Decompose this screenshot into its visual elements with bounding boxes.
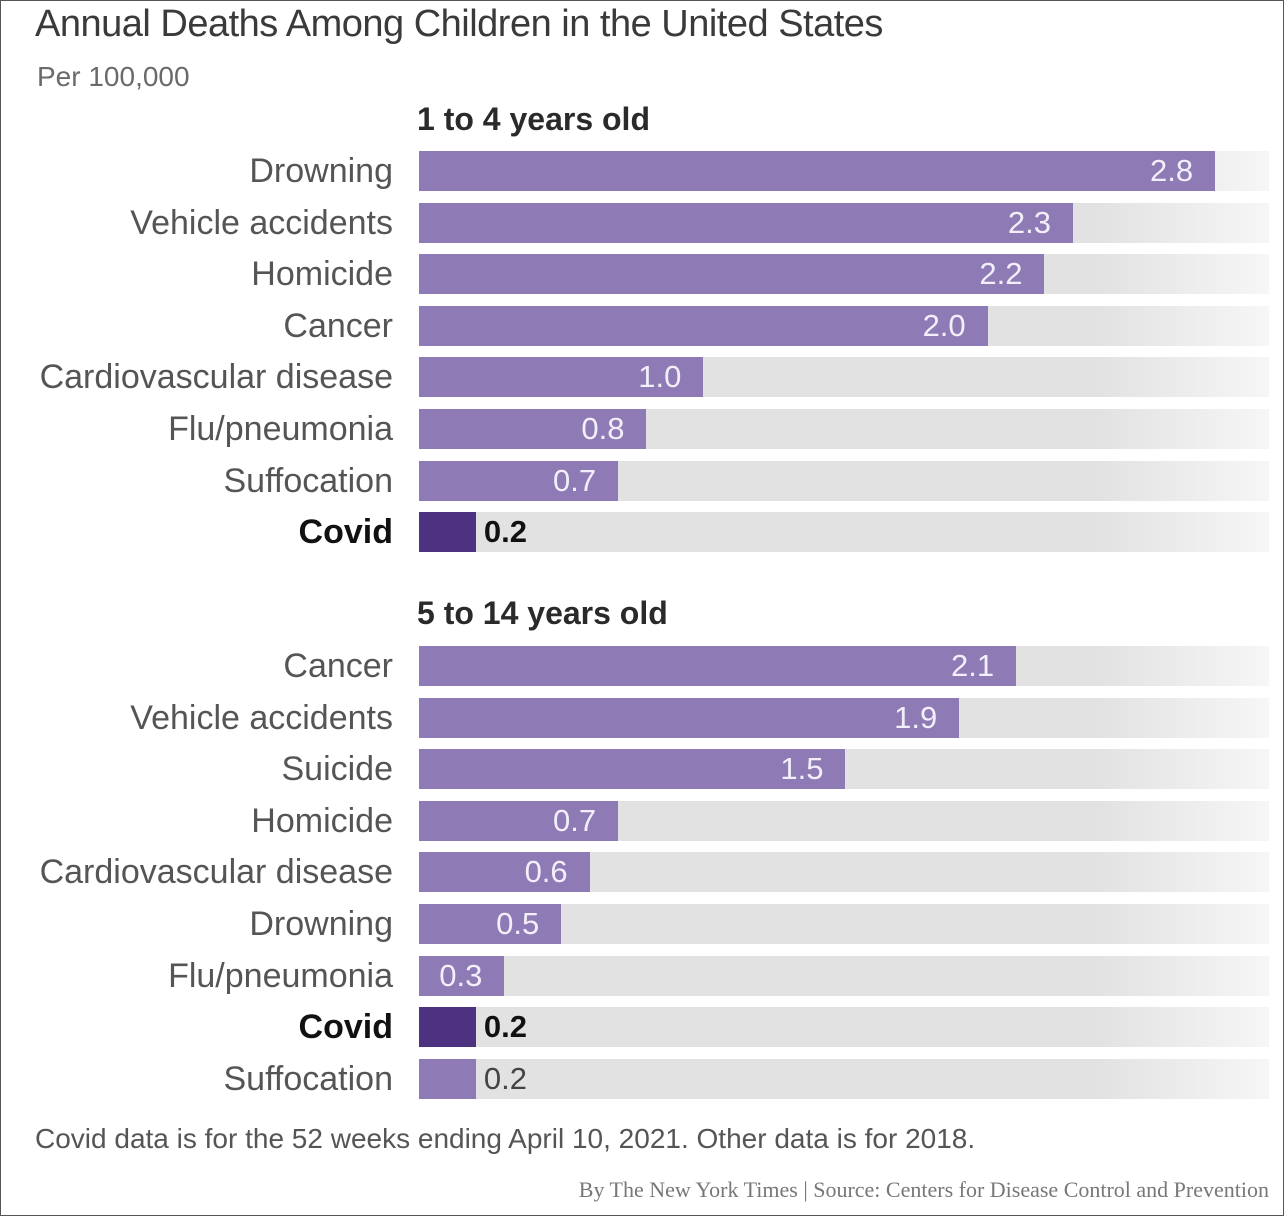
bar-row-cancer: Cancer 2.1 (1, 646, 1284, 686)
bar-row-covid: Covid 0.2 (1, 1007, 1284, 1048)
panel-title-1-to-4: 1 to 4 years old (417, 101, 650, 137)
bar-track: 0.5 (419, 904, 1269, 944)
bar-track: 1.5 (419, 749, 1269, 790)
category-label: Suffocation (223, 1059, 393, 1098)
bar-row-homicide: Homicide 0.7 (1, 800, 1284, 841)
bar-track: 0.6 (419, 852, 1269, 893)
bar-row-suffocation: Suffocation 0.7 (1, 460, 1284, 501)
bar-row-suffocation: Suffocation 0.2 (1, 1058, 1284, 1099)
bar (419, 852, 590, 893)
value-label: 0.6 (524, 854, 568, 890)
value-label: 2.8 (1150, 153, 1194, 188)
bar-track: 2.2 (419, 254, 1269, 295)
value-label: 1.9 (894, 699, 938, 735)
category-label: Covid (298, 1008, 393, 1047)
panel-title-5-to-14: 5 to 14 years old (417, 595, 668, 631)
bar-track: 0.2 (419, 1007, 1269, 1048)
bar-track: 1.9 (419, 697, 1269, 738)
footnote: Covid data is for the 52 weeks ending Ap… (35, 1123, 976, 1154)
category-label: Flu/pneumonia (168, 410, 393, 448)
value-label: 2.3 (1007, 204, 1051, 240)
value-label: 1.5 (780, 751, 824, 787)
category-label: Cancer (283, 306, 393, 345)
bar (419, 1007, 476, 1048)
value-label: 0.7 (553, 462, 597, 498)
bar (419, 749, 846, 790)
category-label: Vehicle accidents (130, 698, 393, 737)
chart-title: Annual Deaths Among Children in the Unit… (35, 3, 883, 45)
value-label: 0.2 (483, 514, 527, 550)
value-label: 0.7 (553, 802, 597, 838)
category-label: Homicide (251, 801, 393, 840)
bar-track: 2.3 (419, 202, 1269, 243)
bar (419, 955, 505, 996)
bar (419, 460, 618, 501)
bar-row-vehicle-accidents: Vehicle accidents 1.9 (1, 697, 1284, 738)
category-label: Vehicle accidents (130, 203, 393, 242)
bar (419, 254, 1045, 295)
bar (419, 800, 618, 841)
value-label: 0.2 (483, 1060, 527, 1096)
category-label: Homicide (251, 255, 393, 294)
bar (419, 202, 1073, 243)
source-credit: By The New York Times | Source: Centers … (578, 1177, 1269, 1202)
bar-row-flu-pneumonia: Flu/pneumonia 0.3 (1, 955, 1284, 996)
bar-track: 0.7 (419, 460, 1269, 501)
bar-track: 2.0 (419, 305, 1269, 346)
bar-track: 0.8 (419, 409, 1269, 449)
bar-row-cardiovascular-disease: Cardiovascular disease 1.0 (1, 357, 1284, 398)
category-label: Suicide (281, 750, 393, 789)
bar (419, 151, 1215, 191)
bar-row-cancer: Cancer 2.0 (1, 305, 1284, 346)
value-label: 0.5 (496, 906, 540, 941)
bar-track: 2.8 (419, 151, 1269, 191)
value-label: 0.8 (581, 411, 625, 446)
bar-row-homicide: Homicide 2.2 (1, 254, 1284, 295)
bar (419, 904, 562, 944)
bar-row-drowning: Drowning 2.8 (1, 151, 1284, 191)
bar-row-flu-pneumonia: Flu/pneumonia 0.8 (1, 409, 1284, 449)
bar-track: 0.2 (419, 512, 1269, 553)
bar-track: 1.0 (419, 357, 1269, 398)
bar (419, 697, 960, 738)
value-label: 2.2 (979, 256, 1023, 292)
category-label: Cardiovascular disease (39, 358, 393, 397)
bar (419, 512, 476, 553)
value-label: 0.2 (483, 1009, 527, 1045)
bar (419, 646, 1016, 686)
category-label: Drowning (249, 152, 393, 190)
category-label: Suffocation (223, 461, 393, 500)
bar-track: 0.3 (419, 955, 1269, 996)
bar-row-vehicle-accidents: Vehicle accidents 2.3 (1, 202, 1284, 243)
bar-track: 2.1 (419, 646, 1269, 686)
category-label: Flu/pneumonia (168, 956, 393, 995)
chart-subtitle: Per 100,000 (37, 61, 190, 92)
value-label: 2.0 (922, 307, 966, 343)
bar (419, 305, 988, 346)
category-label: Cardiovascular disease (39, 853, 393, 892)
bar (419, 357, 704, 398)
bar (419, 409, 647, 449)
category-label: Cancer (283, 647, 393, 685)
bar-row-covid: Covid 0.2 (1, 512, 1284, 553)
bar-row-drowning: Drowning 0.5 (1, 904, 1284, 944)
value-label: 0.3 (439, 957, 483, 993)
category-label: Covid (298, 513, 393, 552)
category-label: Drowning (249, 905, 393, 943)
bar-track: 0.2 (419, 1058, 1269, 1099)
bar-row-suicide: Suicide 1.5 (1, 749, 1284, 790)
value-label: 1.0 (638, 359, 682, 395)
value-label: 2.1 (951, 648, 995, 683)
bar-row-cardiovascular-disease: Cardiovascular disease 0.6 (1, 852, 1284, 893)
bar-track: 0.7 (419, 800, 1269, 841)
bar (419, 1058, 476, 1099)
